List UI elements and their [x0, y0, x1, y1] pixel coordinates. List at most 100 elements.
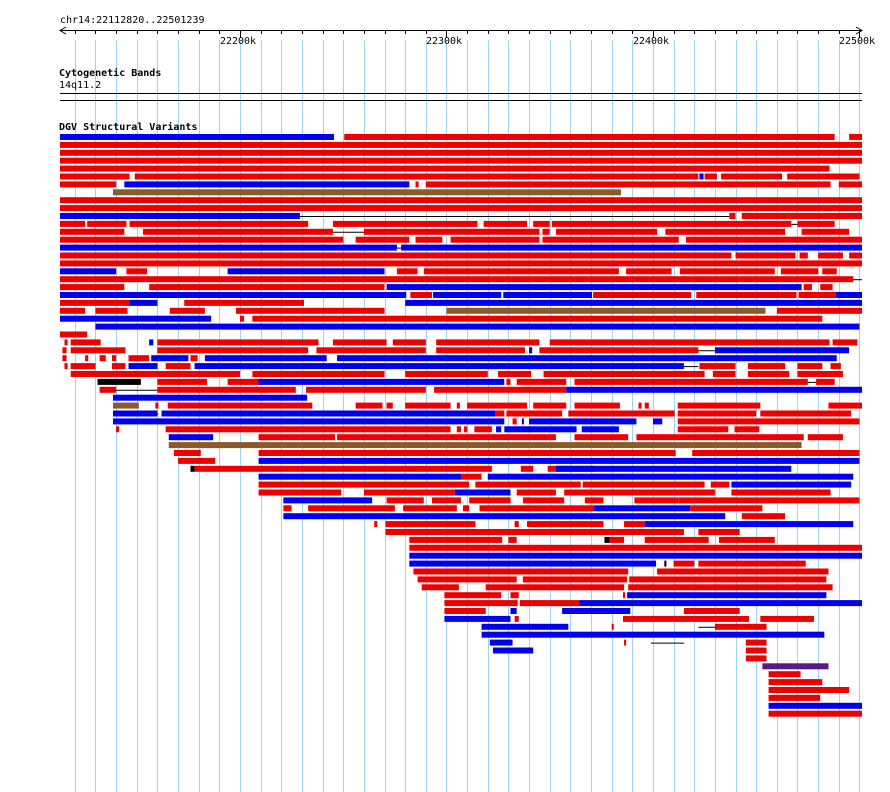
variant-loss-feature[interactable]: [564, 489, 715, 496]
variant-loss-feature[interactable]: [734, 426, 760, 433]
variant-loss-feature[interactable]: [623, 592, 626, 599]
variant-loss-feature[interactable]: [799, 252, 808, 259]
variant-gain-feature[interactable]: [481, 631, 825, 638]
variant-loss-feature[interactable]: [665, 228, 786, 235]
variant-loss-feature[interactable]: [155, 402, 159, 409]
variant-loss-feature[interactable]: [506, 378, 511, 385]
variant-loss-feature[interactable]: [816, 378, 835, 385]
variant-loss-feature[interactable]: [623, 615, 749, 622]
variant-gain-feature[interactable]: [283, 497, 373, 504]
variant-gain-feature[interactable]: [113, 394, 308, 401]
variant-gain-feature[interactable]: [521, 418, 524, 425]
variant-loss-feature[interactable]: [436, 339, 540, 346]
variant-loss-feature[interactable]: [60, 252, 732, 259]
variant-loss-feature[interactable]: [677, 426, 729, 433]
variant-loss-feature[interactable]: [332, 339, 387, 346]
variant-loss-feature[interactable]: [306, 386, 426, 393]
variant-loss-feature[interactable]: [344, 134, 835, 140]
variant-loss-feature[interactable]: [551, 220, 792, 227]
variant-loss-feature[interactable]: [818, 252, 843, 259]
variant-loss-feature[interactable]: [190, 355, 198, 362]
variant-gain-feature[interactable]: [481, 623, 569, 630]
variant-gain-feature[interactable]: [768, 702, 862, 709]
variant-loss-feature[interactable]: [677, 418, 860, 425]
variant-loss-feature[interactable]: [719, 536, 775, 543]
variant-loss-feature[interactable]: [527, 521, 604, 528]
variant-loss-feature[interactable]: [574, 402, 620, 409]
variant-loss-feature[interactable]: [495, 410, 505, 417]
variant-gain-feature[interactable]: [652, 418, 663, 425]
cytoband-label[interactable]: 14q11.2: [59, 80, 102, 91]
variant-loss-feature[interactable]: [636, 434, 804, 441]
variant-loss-feature[interactable]: [316, 347, 426, 354]
variant-other-feature[interactable]: [97, 378, 141, 385]
variant-loss-feature[interactable]: [516, 489, 556, 496]
variant-loss-feature[interactable]: [542, 236, 679, 243]
variant-loss-feature[interactable]: [692, 450, 860, 456]
variant-loss-feature[interactable]: [169, 307, 205, 314]
variant-gain-feature[interactable]: [60, 315, 212, 322]
variant-loss-feature[interactable]: [721, 173, 783, 180]
variant-gain-feature[interactable]: [386, 284, 802, 291]
variant-loss-feature[interactable]: [522, 497, 565, 504]
variant-loss-feature[interactable]: [555, 228, 658, 235]
variant-loss-feature[interactable]: [634, 497, 679, 504]
variant-gain-feature[interactable]: [337, 355, 837, 362]
ruler-tick-label[interactable]: 22200k: [220, 36, 256, 47]
variant-loss-feature[interactable]: [593, 292, 692, 298]
variant-loss-feature[interactable]: [111, 363, 126, 370]
variant-gain-feature[interactable]: [129, 299, 158, 306]
variant-loss-feature[interactable]: [512, 418, 517, 425]
variant-other-feature[interactable]: [190, 465, 195, 472]
variant-loss-feature[interactable]: [60, 165, 830, 172]
variant-loss-feature[interactable]: [714, 623, 767, 630]
variant-loss-feature[interactable]: [165, 363, 191, 370]
variant-loss-feature[interactable]: [679, 268, 775, 275]
variant-loss-feature[interactable]: [355, 236, 410, 243]
variant-loss-feature[interactable]: [456, 426, 461, 433]
variant-loss-feature[interactable]: [252, 315, 823, 322]
variant-loss-feature[interactable]: [64, 363, 68, 370]
variant-gain-feature[interactable]: [581, 426, 619, 433]
variant-gain-feature[interactable]: [258, 378, 505, 385]
variant-loss-feature[interactable]: [444, 592, 502, 599]
variant-loss-feature[interactable]: [678, 497, 860, 504]
variant-gain-feature[interactable]: [168, 434, 214, 441]
variant-other-feature[interactable]: [664, 560, 667, 567]
variant-loss-feature[interactable]: [363, 228, 540, 235]
variant-loss-feature[interactable]: [474, 426, 492, 433]
variant-loss-feature[interactable]: [116, 426, 120, 433]
variant-loss-feature[interactable]: [60, 173, 130, 180]
ruler-tick-label[interactable]: 22500k: [839, 36, 875, 47]
variant-loss-feature[interactable]: [85, 355, 89, 362]
variant-loss-feature[interactable]: [409, 544, 862, 551]
variant-loss-feature[interactable]: [235, 307, 385, 314]
variant-loss-feature[interactable]: [624, 639, 627, 646]
variant-gain-feature[interactable]: [627, 592, 827, 599]
variant-loss-feature[interactable]: [463, 505, 470, 512]
variant-loss-feature[interactable]: [741, 213, 862, 219]
variant-gain-feature[interactable]: [60, 244, 397, 251]
variant-loss-feature[interactable]: [768, 694, 821, 701]
variant-loss-feature[interactable]: [60, 260, 862, 267]
variant-loss-feature[interactable]: [768, 710, 862, 717]
variant-gain-feature[interactable]: [60, 268, 117, 275]
variant-loss-feature[interactable]: [385, 521, 476, 528]
variant-loss-feature[interactable]: [483, 220, 528, 227]
variant-loss-feature[interactable]: [332, 220, 478, 227]
variant-gain-feature[interactable]: [161, 410, 496, 417]
variant-loss-feature[interactable]: [768, 679, 823, 686]
variant-gain-feature[interactable]: [699, 173, 704, 180]
variant-loss-feature[interactable]: [745, 647, 767, 654]
variant-gain-feature[interactable]: [566, 386, 862, 393]
variant-gain-feature[interactable]: [503, 292, 593, 298]
variant-gain-feature[interactable]: [529, 347, 533, 354]
variant-loss-feature[interactable]: [444, 600, 518, 607]
variant-loss-feature[interactable]: [549, 339, 830, 346]
variant-loss-feature[interactable]: [374, 521, 378, 528]
variant-gain-feature[interactable]: [562, 608, 631, 614]
variant-loss-feature[interactable]: [776, 307, 862, 314]
variant-gain-feature[interactable]: [594, 505, 691, 512]
variant-loss-feature[interactable]: [60, 141, 862, 148]
variant-loss-feature[interactable]: [832, 339, 858, 346]
